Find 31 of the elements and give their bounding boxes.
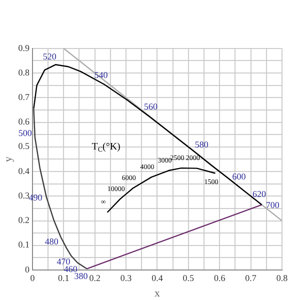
x-tick-label: 0.5 — [182, 272, 195, 283]
annotation: 500 — [18, 128, 32, 138]
annotation: 580 — [194, 139, 209, 150]
x-tick-label: 0.8 — [276, 272, 288, 283]
annotation: 620 — [252, 188, 267, 199]
y-tick-label: 0.4 — [18, 166, 30, 176]
y-axis-title: y — [2, 156, 14, 162]
y-tick-label: 0 — [24, 264, 30, 274]
x-tick-label: 0.7 — [245, 272, 257, 283]
annotation: 480 — [44, 236, 59, 247]
annotation: 700 — [266, 200, 280, 210]
x-tick-label: 0.1 — [58, 272, 70, 283]
annotation: 560 — [144, 102, 158, 112]
annotation: 470 — [56, 256, 71, 267]
y-tick-label: 0.2 — [18, 215, 30, 226]
y-tick-label: 0.7 — [18, 92, 30, 102]
y-tick-label: 0.9 — [18, 42, 30, 53]
annotation: 600 — [232, 171, 246, 182]
x-tick-label: 0.2 — [89, 272, 100, 283]
x-axis-title: x — [154, 287, 160, 300]
annotation: 490 — [28, 192, 43, 203]
x-tick-label: 0.4 — [152, 272, 164, 283]
annotation: 520 — [42, 51, 57, 62]
x-tick-label: 0.3 — [120, 272, 132, 283]
x-tick-label: 0.6 — [214, 272, 226, 283]
y-tick-label: 0.8 — [18, 67, 30, 78]
annotation: 540 — [94, 70, 108, 80]
y-tick-label: 0.5 — [18, 141, 30, 152]
y-tick-label: 0.1 — [18, 240, 30, 250]
y-tick-label: 0.3 — [18, 190, 30, 200]
y-tick-label: 0.6 — [18, 116, 30, 127]
